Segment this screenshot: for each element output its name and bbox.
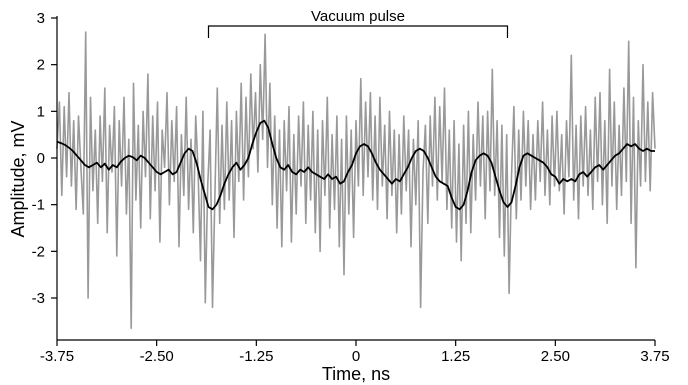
x-tick-label: -1.25 [239, 348, 273, 365]
series-layer [56, 31, 656, 330]
x-tick-label: -2.50 [140, 348, 174, 365]
series-line-1 [56, 31, 656, 330]
y-tick-label: -1 [32, 197, 45, 214]
x-tick-label: 3.75 [640, 348, 669, 365]
x-tick-label: 2.50 [541, 348, 570, 365]
x-tick-label: -3.75 [40, 348, 74, 365]
axes: -3 -2 -1 0 1 2 3 -3.75 -2.50 -1.25 0 1.25 2.50 3.75 [32, 10, 670, 365]
y-axis-title: Amplitude, mV [8, 120, 28, 237]
y-tick-label: 3 [37, 10, 45, 27]
y-tick-label: 1 [37, 103, 45, 120]
y-tick-label: -2 [32, 243, 45, 260]
vacuum-pulse-label: Vacuum pulse [311, 8, 405, 25]
series-line-2 [56, 119, 655, 211]
x-tick-label: 1.25 [441, 348, 470, 365]
vacuum-pulse-bracket [207, 25, 509, 38]
y-tick-label: 2 [37, 57, 45, 74]
y-ticks: -3 -2 -1 0 1 2 3 [32, 10, 57, 307]
x-tick-label: 0 [352, 348, 360, 365]
annotation: Vacuum pulse [207, 8, 509, 38]
x-ticks: -3.75 -2.50 -1.25 0 1.25 2.50 3.75 [40, 340, 670, 365]
y-tick-label: -3 [32, 290, 45, 307]
x-axis-title: Time, ns [322, 364, 390, 384]
y-tick-label: 0 [37, 150, 45, 167]
